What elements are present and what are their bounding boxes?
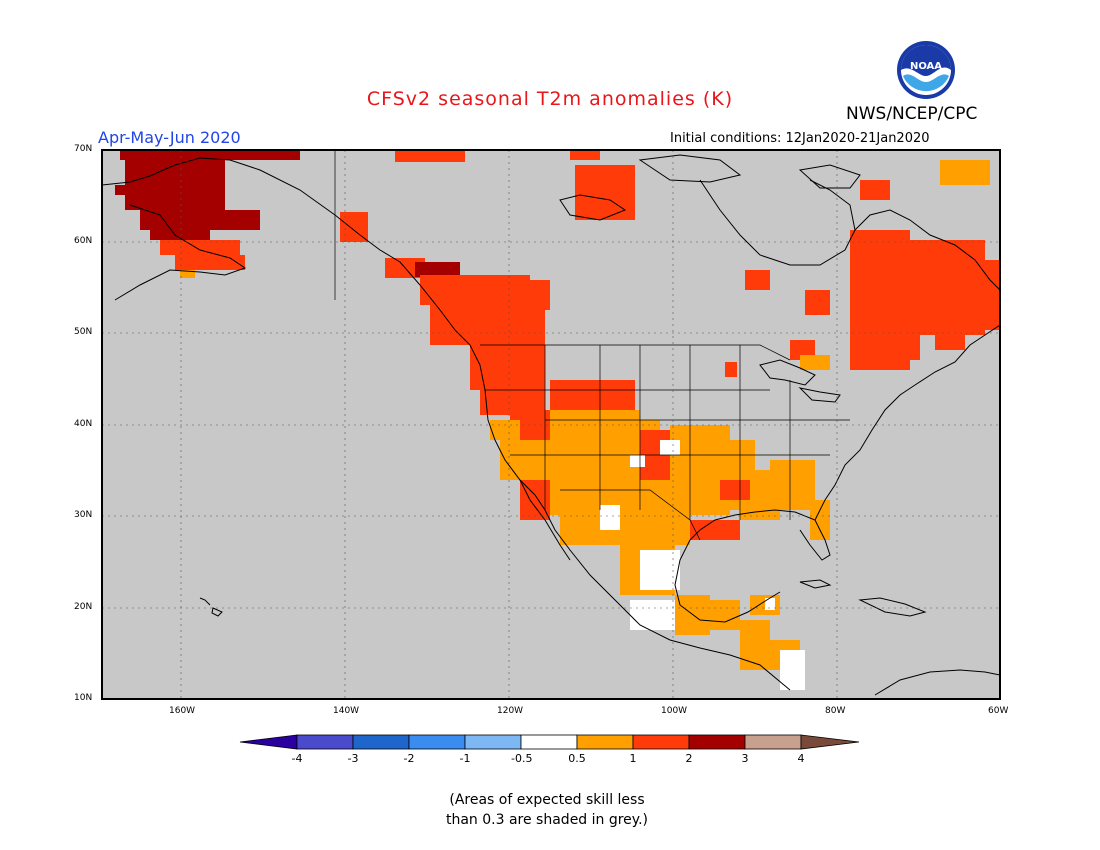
colorbar-swatch — [688, 734, 746, 750]
colorbar-swatch — [296, 734, 354, 750]
anomaly-cell — [770, 460, 815, 510]
coastlines — [102, 154, 1000, 696]
lon-label: 100W — [661, 706, 688, 716]
anomaly-cell — [600, 505, 620, 530]
anomaly-cell — [570, 150, 600, 160]
colorbar-swatch — [576, 734, 634, 750]
lat-label: 70N — [74, 144, 93, 154]
anomaly-cell — [935, 330, 965, 350]
colorbar-swatch — [744, 734, 802, 750]
colorbar-tick-label: 2 — [685, 752, 693, 765]
anomaly-cell — [710, 600, 740, 630]
anomaly-cell — [880, 330, 920, 360]
anomaly-cell — [765, 598, 775, 610]
colorbar-swatch — [632, 734, 690, 750]
colorbar-swatch — [520, 734, 578, 750]
colorbar-tick-label: 3 — [741, 752, 749, 765]
colorbar-tick-label: -2 — [403, 752, 415, 765]
anomaly-cell — [745, 270, 770, 290]
anomaly-cell — [495, 280, 550, 310]
lat-label: 10N — [74, 693, 93, 703]
lat-label: 50N — [74, 327, 93, 337]
anomaly-cell — [150, 230, 210, 240]
anomaly-cell — [520, 480, 550, 520]
anomaly-cell — [120, 150, 300, 160]
colorbar-tick-label: -3 — [347, 752, 359, 765]
graticule — [102, 150, 1000, 699]
lat-label: 60N — [74, 236, 93, 246]
anomaly-cell — [575, 165, 635, 220]
period-label: Apr-May-Jun 2020 — [98, 128, 241, 147]
lon-label: 160W — [169, 706, 196, 716]
anomaly-cell — [395, 150, 465, 162]
colorbar-min-triangle — [239, 734, 298, 750]
skill-note-line1: (Areas of expected skill less — [449, 792, 645, 808]
anomaly-cell — [550, 380, 635, 415]
anomaly-cell — [940, 160, 990, 185]
anomaly-cell — [160, 240, 240, 255]
lon-label: 140W — [333, 706, 360, 716]
anomaly-cell — [630, 455, 645, 467]
skill-note-line2: than 0.3 are shaded in grey.) — [445, 812, 648, 828]
anomaly-cells — [115, 150, 1000, 690]
noaa-logo: NOAA — [897, 41, 955, 99]
anomaly-cell — [860, 180, 890, 200]
chart-title: CFSv2 seasonal T2m anomalies (K) — [366, 88, 734, 110]
anomaly-cell — [640, 550, 680, 590]
anomaly-cell — [415, 262, 460, 277]
anomaly-cell — [470, 345, 545, 390]
colorbar-swatch — [408, 734, 466, 750]
colorbar-swatch — [464, 734, 522, 750]
anomaly-cell — [805, 290, 830, 315]
agency-label: NWS/NCEP/CPC — [846, 104, 978, 124]
colorbar-tick-label: 4 — [797, 752, 805, 765]
state-borders — [334, 150, 850, 541]
lon-label: 80W — [825, 706, 846, 716]
initial-conditions-label: Initial conditions: 12Jan2020-21Jan2020 — [670, 131, 930, 146]
anomaly-cell — [115, 185, 155, 195]
anomaly-cell — [630, 600, 680, 630]
colorbar — [239, 734, 860, 750]
colorbar-tick-label: -1 — [459, 752, 471, 765]
svg-text:NOAA: NOAA — [910, 61, 942, 72]
lat-label: 20N — [74, 602, 93, 612]
anomaly-cell — [175, 255, 245, 270]
anomaly-cell — [660, 440, 680, 455]
anomaly-cell — [430, 305, 545, 345]
anomaly-cell — [720, 480, 750, 500]
lat-label: 30N — [74, 510, 93, 520]
lon-label: 60W — [988, 706, 1009, 716]
map-frame — [101, 149, 1001, 700]
colorbar-tick-label: -0.5 — [511, 752, 533, 765]
colorbar-tick-label: 1 — [629, 752, 637, 765]
lat-label: 40N — [74, 419, 93, 429]
anomaly-cell — [810, 500, 830, 540]
anomaly-cell — [690, 520, 740, 540]
anomaly-cell — [780, 650, 805, 690]
colorbar-swatch — [352, 734, 410, 750]
colorbar-max-triangle — [800, 734, 860, 750]
anomaly-cell — [180, 270, 195, 278]
anomaly-cell — [800, 355, 830, 370]
anomaly-cell — [960, 260, 1000, 330]
lon-label: 120W — [497, 706, 524, 716]
anomaly-cell — [725, 362, 737, 377]
colorbar-tick-label: 0.5 — [568, 752, 586, 765]
anomaly-cell — [560, 515, 690, 545]
colorbar-tick-label: -4 — [291, 752, 303, 765]
anomaly-cell — [140, 210, 260, 230]
anomaly-cell — [490, 420, 520, 440]
